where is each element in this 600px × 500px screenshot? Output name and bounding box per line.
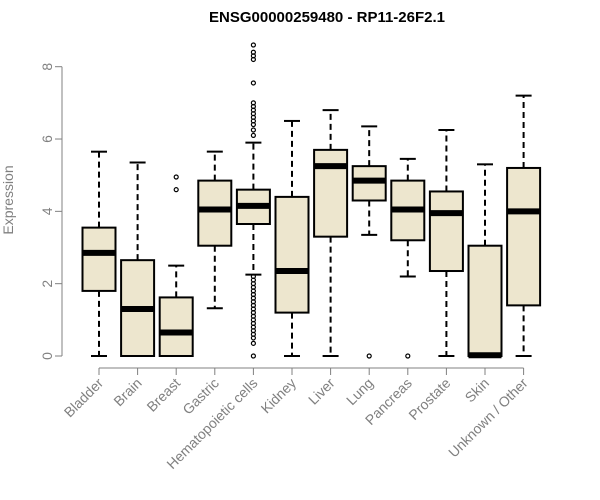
outlier-point	[405, 353, 411, 359]
box-group	[120, 161, 156, 358]
x-tick-label: Prostate	[405, 375, 453, 423]
outlier-point	[250, 353, 256, 359]
y-axis-label: Expression	[0, 165, 16, 234]
chart-title: ENSG00000259480 - RP11-26F2.1	[209, 9, 445, 26]
box-group	[506, 94, 542, 357]
y-tick-label: 8	[39, 63, 55, 71]
box-iqr	[197, 179, 233, 247]
box-group	[81, 150, 117, 357]
x-tick-label: Breast	[143, 375, 183, 415]
y-axis: 0 2 4 6 8	[39, 63, 63, 360]
y-tick-label: 0	[39, 352, 55, 360]
box-iqr	[313, 148, 349, 238]
outlier-point	[250, 42, 256, 48]
outlier-point	[366, 353, 372, 359]
y-tick-label: 2	[39, 280, 55, 288]
box-group	[235, 42, 271, 359]
outlier-point	[250, 340, 256, 346]
box-iqr	[158, 296, 194, 358]
x-tick-label: Liver	[305, 375, 338, 408]
box-group	[313, 109, 349, 357]
box-iqr	[81, 226, 117, 292]
x-tick-label: Skin	[462, 375, 493, 406]
box-group	[351, 125, 387, 359]
y-tick-label: 6	[39, 135, 55, 143]
boxes-layer	[81, 42, 542, 359]
outlier-point	[250, 132, 256, 139]
box-iqr	[506, 166, 542, 307]
outlier-point	[250, 273, 256, 280]
x-tick-label: Bladder	[61, 375, 107, 421]
outlier-point	[250, 49, 256, 55]
box-group	[274, 119, 310, 357]
outlier-point	[173, 174, 179, 180]
box-group	[197, 150, 233, 310]
box-iqr	[428, 190, 464, 273]
x-tick-label: Kidney	[258, 375, 300, 417]
outlier-point	[250, 127, 256, 133]
box-group	[428, 128, 464, 357]
box-group	[158, 174, 194, 358]
x-tick-label: Lung	[343, 375, 376, 408]
outlier-point	[173, 187, 179, 193]
box-iqr	[467, 244, 503, 357]
outlier-point	[250, 100, 256, 106]
x-tick-label: Brain	[110, 375, 144, 409]
y-tick-label: 4	[39, 207, 55, 215]
outlier-point	[250, 80, 256, 86]
box-group	[467, 163, 503, 359]
box-iqr	[274, 195, 310, 314]
box-group	[390, 157, 426, 359]
